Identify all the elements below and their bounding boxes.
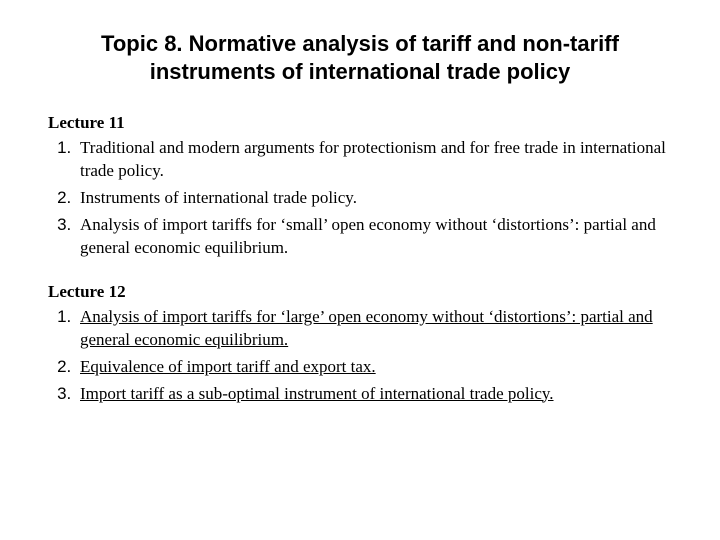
list-item: Analysis of import tariffs for ‘large’ o… — [76, 306, 680, 352]
lecture-11-label: Lecture 11 — [48, 113, 680, 133]
lecture-11-list: Traditional and modern arguments for pro… — [40, 137, 680, 260]
list-item: Equivalence of import tariff and export … — [76, 356, 680, 379]
list-item-text: Import tariff as a sub-optimal instrumen… — [80, 384, 554, 403]
list-item-text: Analysis of import tariffs for ‘large’ o… — [80, 307, 653, 349]
slide: Topic 8. Normative analysis of tariff an… — [0, 0, 720, 540]
list-item: Analysis of import tariffs for ‘small’ o… — [76, 214, 680, 260]
list-item: Instruments of international trade polic… — [76, 187, 680, 210]
slide-title: Topic 8. Normative analysis of tariff an… — [90, 30, 630, 85]
lecture-12-label: Lecture 12 — [48, 282, 680, 302]
list-item: Import tariff as a sub-optimal instrumen… — [76, 383, 680, 406]
list-item: Traditional and modern arguments for pro… — [76, 137, 680, 183]
lecture-12-list: Analysis of import tariffs for ‘large’ o… — [40, 306, 680, 406]
list-item-text: Equivalence of import tariff and export … — [80, 357, 376, 376]
